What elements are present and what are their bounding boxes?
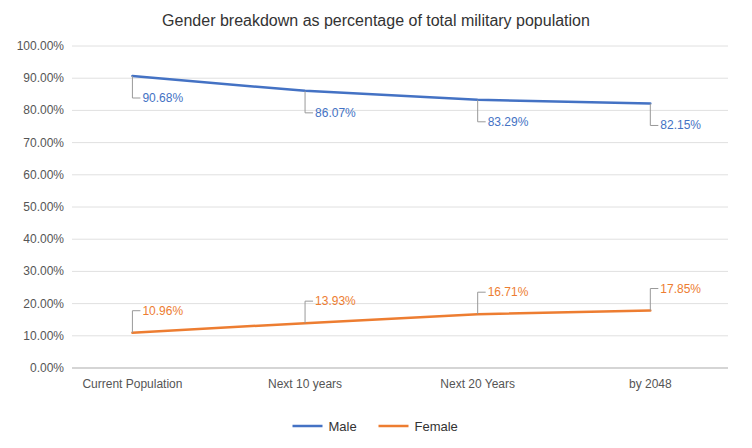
x-axis-line <box>72 368 728 369</box>
y-tick-label: 10.00% <box>23 329 64 343</box>
grid-line <box>72 46 728 47</box>
legend-swatch <box>379 425 409 428</box>
data-label: 16.71% <box>488 285 529 299</box>
data-label: 83.29% <box>488 115 529 129</box>
title: Gender breakdown as percentage of total … <box>162 12 590 29</box>
legend-swatch <box>293 425 323 428</box>
data-label: 90.68% <box>142 91 183 105</box>
legend-label: Male <box>329 419 357 434</box>
leader-line <box>650 289 658 311</box>
x-tick-label: Next 10 years <box>268 377 342 391</box>
leader-line <box>132 76 140 98</box>
data-labels: 90.68% 86.07% 83.29% 82.15% 10.96% 13.93% 16.7… <box>132 76 701 333</box>
chart: Gender breakdown as percentage of total … <box>0 0 752 448</box>
leader-line <box>650 103 658 125</box>
legend-label: Female <box>415 419 458 434</box>
grid-line <box>72 239 728 240</box>
legend: Male Female <box>293 419 458 434</box>
leader-line <box>132 311 140 333</box>
y-tick-label: 0.00% <box>30 361 64 375</box>
grid-line <box>72 207 728 208</box>
grid-line <box>72 142 728 143</box>
line <box>132 76 650 103</box>
plot-area <box>132 76 650 333</box>
x-tick-label: Next 20 Years <box>440 377 515 391</box>
grid-line <box>72 368 728 369</box>
x-tick-label: by 2048 <box>629 377 672 391</box>
data-label: 82.15% <box>660 118 701 132</box>
leader-line <box>478 100 486 122</box>
y-tick-label: 70.00% <box>23 136 64 150</box>
y-tick-label: 60.00% <box>23 168 64 182</box>
y-tick-label: 100.00% <box>17 39 65 53</box>
grid-line <box>72 174 728 175</box>
y-tick-label: 50.00% <box>23 200 64 214</box>
y-tick-label: 90.00% <box>23 71 64 85</box>
grid-line <box>72 335 728 336</box>
y-tick-label: 40.00% <box>23 232 64 246</box>
data-label: 17.85% <box>660 282 701 296</box>
data-label: 10.96% <box>142 304 183 318</box>
data-label: 86.07% <box>315 106 356 120</box>
x-tick-label: Current Population <box>82 377 182 391</box>
line <box>132 311 650 333</box>
y-tick-label: 20.00% <box>23 297 64 311</box>
leader-line <box>305 91 313 113</box>
data-label: 13.93% <box>315 294 356 308</box>
leader-line <box>478 292 486 314</box>
grid <box>72 46 728 368</box>
grid-line <box>72 271 728 272</box>
grid-line <box>72 110 728 111</box>
y-tick-label: 30.00% <box>23 264 64 278</box>
leader-line <box>305 301 313 323</box>
y-tick-label: 80.00% <box>23 103 64 117</box>
